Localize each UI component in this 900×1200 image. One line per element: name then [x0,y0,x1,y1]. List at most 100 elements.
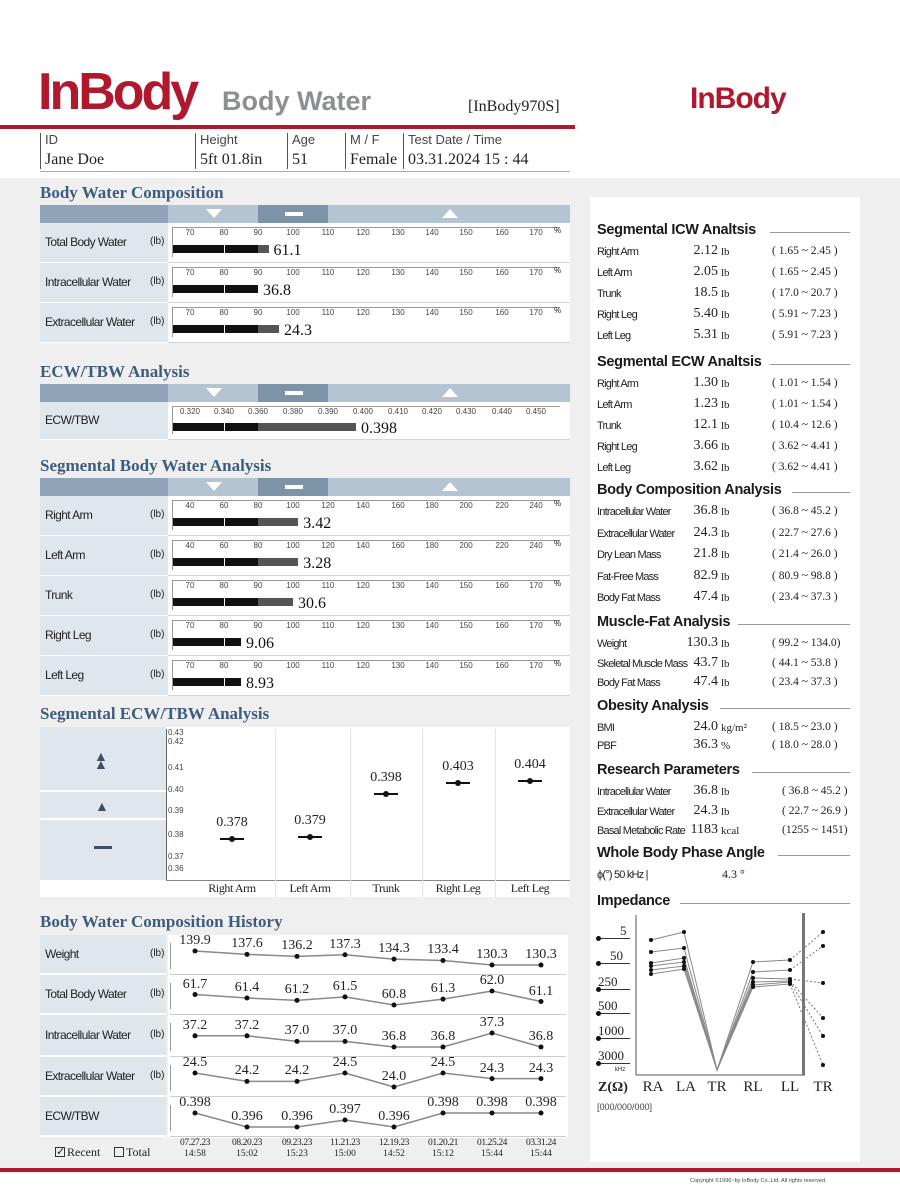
tick-label: 80 [219,228,229,237]
tick-label: 140 [425,308,439,317]
metric-value: 2.05 [693,264,719,279]
scale-start [172,500,173,530]
tick-label: 110 [321,228,335,237]
metric-label: Right Leg [597,309,638,321]
metric-label: Fat-Free Mass [597,570,659,583]
dash-icon [94,846,112,849]
history-time: 14:58 [184,1149,206,1159]
history-label-cell [40,1097,166,1137]
inbody-logo-right: InBody [690,82,787,115]
tick-label: 140 [425,661,439,670]
double-triangle-up-icon: ▲ ▲ [94,748,108,772]
metric-value: 36.8 [693,503,719,518]
tick-label: 160 [391,501,405,510]
metric-label: BMI [597,722,615,734]
field-value-2: 51 [292,151,308,168]
tick-label: 170 [529,308,543,317]
tick-label: 0.320 [179,407,201,416]
tick-label: 110 [321,661,335,670]
row-label-cell [40,656,168,696]
tick-label: 40 [185,501,195,510]
zone-column [40,727,166,880]
metric-range: ( 23.4 ~ 37.3 ) [772,676,838,688]
metric-range: (1255 ~ 1451) [782,824,848,836]
right-section-title: Segmental ICW Analtsis [597,222,756,238]
frequency-line [598,1063,630,1064]
tick-label: 90 [253,621,263,630]
history-value: 0.398 [525,1095,557,1110]
bar-segment-gap [224,518,225,526]
tick-label: 70 [185,268,195,277]
title-rule [738,624,850,625]
right-section-title: Segmental ECW Analtsis [597,354,762,370]
chart-cell [168,616,570,656]
triangle-down-icon [206,388,222,397]
metric-range: ( 80.9 ~ 98.8 ) [772,569,838,582]
field-divider [403,133,404,169]
field-label-3: M / F [350,132,380,147]
tick-label: 100 [286,228,300,237]
recent-checkbox[interactable]: ✓ [55,1146,66,1158]
y-tick-label: 0.42 [168,737,184,746]
title-rule [770,232,850,233]
row-unit: (lb) [150,509,165,520]
metric-unit: lb [721,441,730,453]
triangle-down-icon [206,209,222,218]
segment-label: LL [780,1079,800,1095]
tick-label: 100 [286,581,300,590]
frequency-dot [596,1061,601,1066]
frequency-line [598,1038,630,1039]
title-rule [770,364,850,365]
bar-segment-gap [224,678,225,686]
metric-range: ( 21.4 ~ 26.0 ) [772,548,838,560]
history-value: 0.396 [231,1109,263,1124]
y-tick-label: 0.40 [168,785,184,794]
metric-label: Weight [597,638,627,650]
metric-value: 4.3 ° [722,867,745,881]
x-category-label: Trunk [372,881,400,895]
tick-label: 0.430 [455,407,477,416]
y-axis [166,729,167,880]
history-date: 07.27.23 [179,1138,211,1148]
row-label-cell [40,536,168,576]
tick-unit: % [554,226,562,235]
tick-label: 160 [495,661,509,670]
tick-label: 0.400 [352,407,374,416]
tick-label: 160 [495,308,509,317]
history-label-cell [40,935,166,975]
scale-start [172,406,173,434]
row-start-line [170,1105,171,1131]
level-bar [173,518,299,526]
history-value: 61.1 [528,983,554,999]
row-unit: (lb) [150,236,165,247]
tick-label: 120 [356,661,370,670]
history-label-cell [40,1015,166,1057]
metric-value: 47.4 [693,674,719,689]
metric-label: Intracellular Water [597,786,671,798]
y-tick-label: 0.41 [168,763,184,772]
history-row-label: Intracellular Water [45,1028,131,1042]
metric-value: 24.3 [693,802,719,818]
data-label: 0.403 [442,759,474,775]
history-value: 24.2 [284,1063,310,1079]
metric-label: Left Arm [597,399,632,411]
right-section-title: Impedance [597,893,671,909]
row-start-line [170,943,171,969]
tick-label: 140 [356,541,370,550]
metric-value: 36.3 [693,737,719,752]
metric-unit: lb [721,288,730,300]
data-point [307,834,313,841]
frequency-label: 250 [598,974,618,989]
tick-label: 70 [185,308,195,317]
metric-value: 82.9 [693,567,719,583]
row-unit: (lb) [150,276,165,287]
tick-label: 80 [219,661,229,670]
row-separator [170,1056,566,1057]
tick-label: 0.440 [491,407,513,416]
metric-label: Skeletal Muscle Mass [597,657,688,670]
metric-value: 12.1 [693,417,719,432]
zone-divider [40,818,166,820]
total-checkbox[interactable] [114,1147,124,1157]
history-row-label: Extracellular Water [45,1069,135,1083]
section-title: Segmental ECW/TBW Analysis [40,704,270,723]
